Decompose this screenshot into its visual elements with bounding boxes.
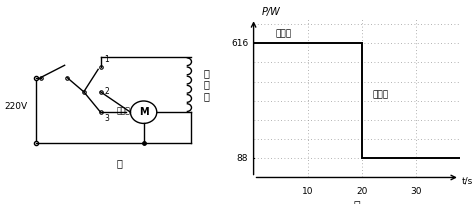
- Text: 凉风档: 凉风档: [373, 90, 389, 99]
- Text: 30: 30: [410, 187, 422, 196]
- Text: 2: 2: [104, 87, 109, 96]
- Text: 20: 20: [356, 187, 368, 196]
- Text: 88: 88: [237, 154, 248, 163]
- Text: 电
热
丝: 电 热 丝: [203, 68, 210, 101]
- Text: P/W: P/W: [262, 7, 281, 17]
- Text: 10: 10: [302, 187, 314, 196]
- Text: 616: 616: [231, 39, 248, 48]
- Text: 乙: 乙: [354, 202, 360, 204]
- Text: 3: 3: [104, 114, 109, 123]
- Text: 甲: 甲: [117, 158, 123, 168]
- Text: 热风档: 热风档: [275, 29, 292, 38]
- Text: M: M: [139, 107, 148, 117]
- Text: t/s: t/s: [461, 177, 473, 186]
- Text: 电风扇: 电风扇: [117, 107, 130, 116]
- Text: 1: 1: [104, 55, 109, 64]
- Text: 220V: 220V: [5, 102, 28, 111]
